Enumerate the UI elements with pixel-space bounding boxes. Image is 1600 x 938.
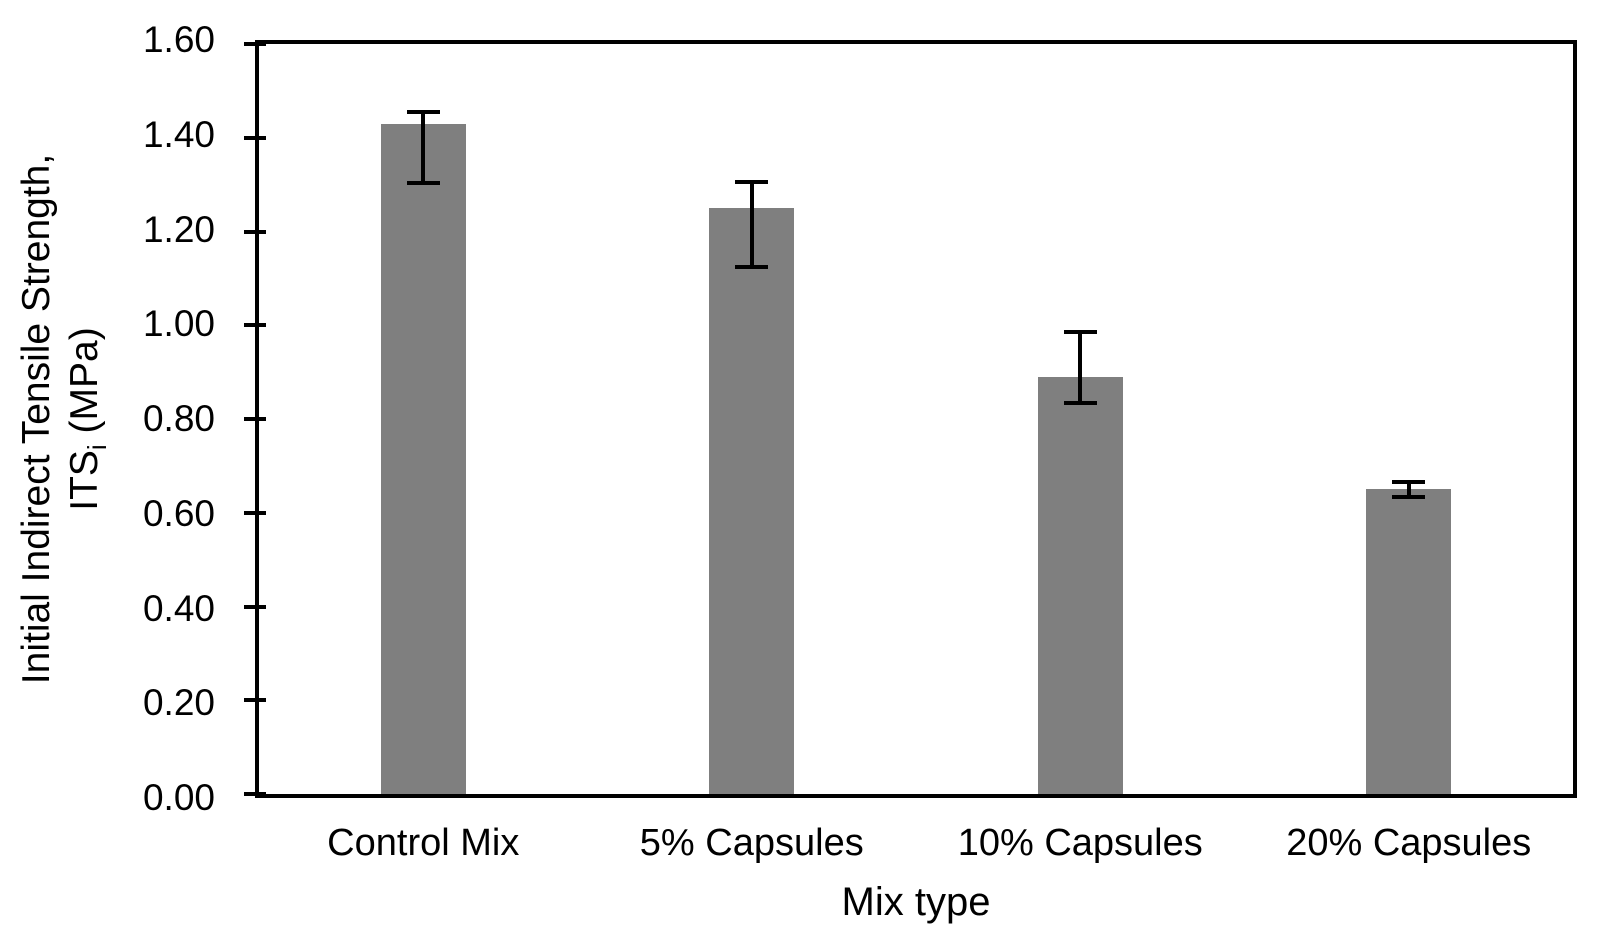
error-bar <box>406 109 440 185</box>
x-category-label: 10% Capsules <box>957 822 1203 864</box>
y-axis-title-subscript: i <box>81 444 112 451</box>
y-axis-tick-label: 1.40 <box>142 113 215 155</box>
y-axis-tick-label: 0.00 <box>142 777 215 818</box>
bar-10-capsules <box>1037 376 1123 794</box>
plot-area <box>244 40 1577 798</box>
y-axis-tick-mark <box>244 323 266 328</box>
y-axis-tick-mark <box>244 698 266 703</box>
error-bar <box>735 179 769 269</box>
x-category-label: 20% Capsules <box>1286 822 1532 864</box>
bar-20-capsules <box>1366 489 1452 794</box>
x-axis-title: Mix type <box>841 880 991 924</box>
y-axis-tick-mark <box>244 510 266 515</box>
error-bar-line <box>421 109 426 185</box>
error-bar-cap <box>735 179 769 184</box>
error-bar-line <box>1078 329 1083 405</box>
y-axis-tick-label: 1.00 <box>142 303 215 345</box>
y-axis-tick-mark <box>244 135 266 140</box>
y-axis-tick-label: 1.60 <box>142 19 215 60</box>
y-axis-tick-mark <box>244 792 266 796</box>
bar-5-capsules <box>709 208 795 794</box>
error-bar-cap <box>406 109 440 114</box>
error-bar-cap <box>1063 329 1097 334</box>
x-category-label: Control Mix <box>327 822 520 864</box>
bar-control-mix <box>380 123 466 794</box>
error-bar-cap <box>1392 494 1426 499</box>
y-axis-tick-mark <box>244 417 266 421</box>
y-axis-tick-label: 0.60 <box>142 492 215 534</box>
y-axis-tick-label: 0.20 <box>142 682 215 724</box>
error-bar-cap <box>1392 479 1426 484</box>
y-axis-tick-mark <box>244 229 266 234</box>
error-bar <box>1392 479 1426 499</box>
error-bar <box>1063 329 1097 405</box>
error-bar-cap <box>406 180 440 185</box>
y-axis-tick-mark <box>244 42 266 46</box>
y-axis-tick-label: 1.20 <box>142 208 215 250</box>
y-axis-tick-label: 0.40 <box>142 587 215 629</box>
error-bar-line <box>1406 479 1411 499</box>
y-axis-title-line1: Initial Indirect Tensile Strength, <box>15 153 59 685</box>
error-bar-cap <box>1063 400 1097 405</box>
y-axis-tick-mark <box>244 604 266 609</box>
x-category-label: 5% Capsules <box>639 822 864 864</box>
error-bar-cap <box>735 265 769 269</box>
error-bar-line <box>749 179 754 269</box>
y-axis-tick-label: 0.80 <box>142 398 215 439</box>
